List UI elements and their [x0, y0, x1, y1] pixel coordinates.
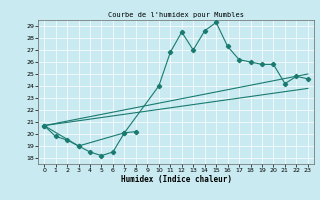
X-axis label: Humidex (Indice chaleur): Humidex (Indice chaleur)	[121, 175, 231, 184]
Title: Courbe de l'humidex pour Mumbles: Courbe de l'humidex pour Mumbles	[108, 12, 244, 18]
